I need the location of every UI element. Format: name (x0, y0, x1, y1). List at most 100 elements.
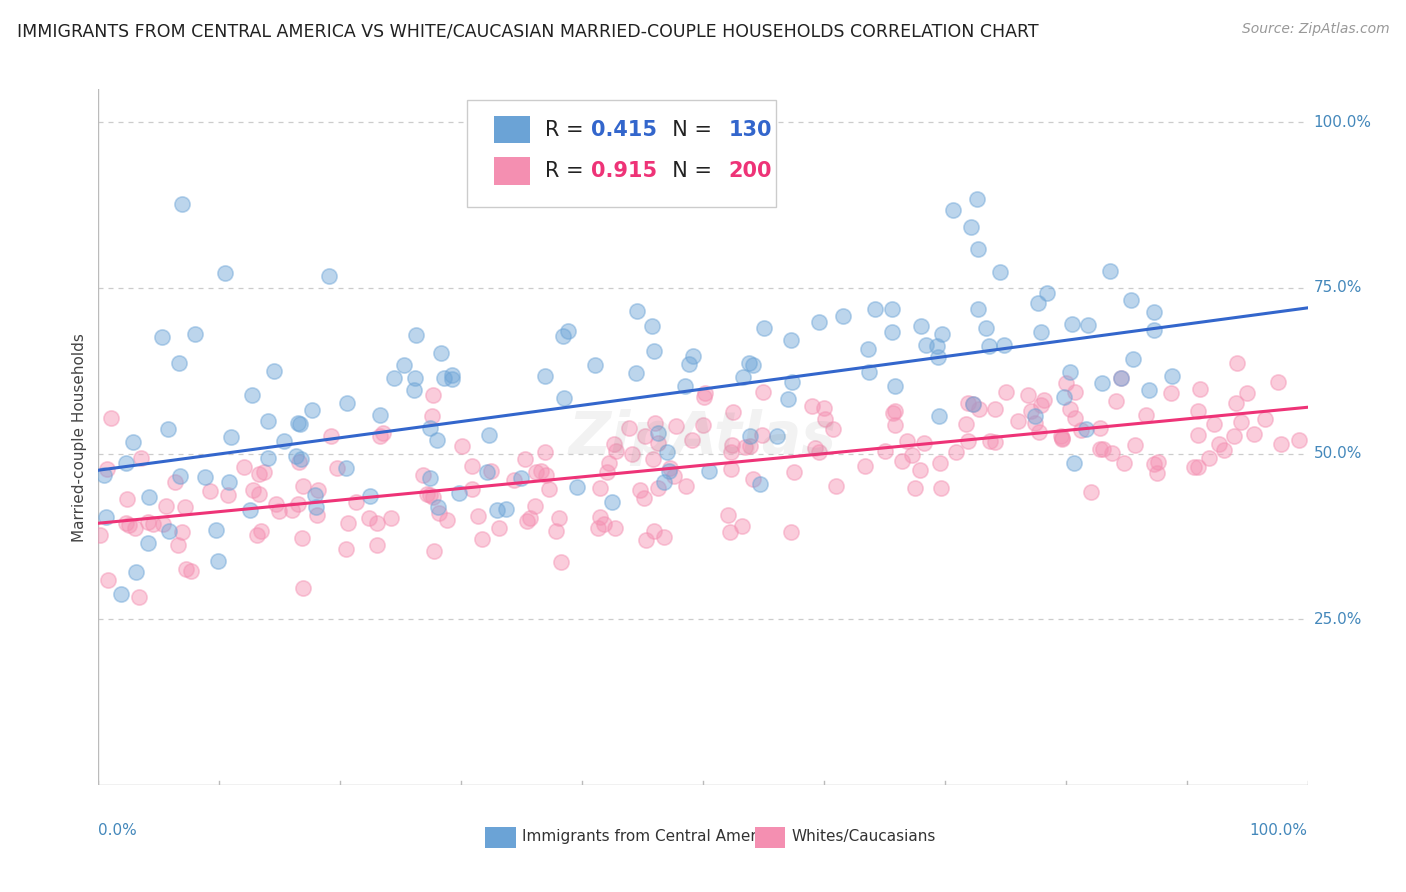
Point (1036, 285, 1059, 300)
Point (301, 403, 323, 417)
Point (1050, 431, 1073, 445)
Point (589, 509, 612, 524)
Point (402, 383, 425, 397)
Point (628, 483, 651, 498)
Point (124, 521, 146, 535)
Point (993, 337, 1015, 351)
Point (371, 425, 394, 440)
Point (598, 456, 620, 470)
Point (346, 495, 368, 509)
Point (882, 406, 904, 420)
Point (461, 482, 484, 496)
Point (617, 421, 640, 435)
Point (1109, 371, 1132, 385)
Point (603, 521, 626, 535)
Point (214, 266, 236, 280)
Point (1202, 417, 1225, 431)
Text: IMMIGRANTS FROM CENTRAL AMERICA VS WHITE/CAUCASIAN MARRIED-COUPLE HOUSEHOLDS COR: IMMIGRANTS FROM CENTRAL AMERICA VS WHITE… (17, 22, 1039, 40)
Point (287, 455, 309, 469)
Point (250, 524, 273, 539)
Point (1053, 390, 1076, 404)
Point (1187, 428, 1209, 442)
Point (720, 462, 742, 476)
Text: N =: N = (659, 161, 718, 181)
Point (115, 456, 138, 470)
Text: 0.415: 0.415 (591, 120, 657, 139)
Point (219, 430, 242, 444)
Text: 0.915: 0.915 (591, 161, 657, 181)
Point (832, 310, 855, 324)
Point (807, 444, 830, 458)
Point (336, 516, 359, 530)
Point (422, 388, 444, 402)
Point (931, 326, 953, 341)
Point (150, 330, 173, 344)
Point (586, 521, 609, 535)
Point (97, 573, 120, 587)
Point (738, 429, 761, 443)
Point (1109, 371, 1132, 385)
Point (1147, 455, 1170, 469)
Point (534, 445, 557, 459)
Point (167, 356, 190, 370)
Point (748, 477, 770, 491)
Point (382, 371, 405, 385)
Point (125, 565, 148, 579)
Point (292, 581, 315, 595)
Text: Immigrants from Central America: Immigrants from Central America (522, 829, 779, 844)
Point (1064, 410, 1087, 425)
Point (305, 508, 328, 523)
Point (1059, 365, 1081, 379)
Point (858, 365, 880, 379)
Point (536, 467, 558, 482)
Point (974, 321, 997, 335)
Point (1230, 415, 1253, 429)
Point (291, 479, 314, 493)
Point (967, 402, 990, 417)
Point (693, 390, 716, 404)
Point (138, 490, 160, 504)
Point (287, 417, 309, 431)
Text: 130: 130 (728, 120, 772, 139)
Point (174, 562, 197, 576)
Point (1161, 368, 1184, 383)
Point (515, 452, 537, 467)
Point (957, 434, 980, 448)
Point (477, 428, 499, 442)
Point (1267, 376, 1289, 390)
Point (1017, 387, 1039, 401)
Point (117, 518, 139, 533)
Point (93, 467, 115, 482)
Point (305, 500, 328, 514)
Point (595, 465, 617, 479)
Point (285, 450, 308, 464)
Point (557, 324, 579, 338)
Bar (494, 116, 530, 144)
Point (1101, 446, 1123, 460)
Point (281, 502, 304, 516)
Point (626, 304, 648, 318)
Point (882, 325, 904, 339)
Point (647, 436, 669, 450)
Point (1137, 383, 1160, 397)
Point (420, 409, 443, 423)
Text: N =: N = (659, 120, 718, 139)
Point (1187, 459, 1209, 474)
Point (621, 447, 644, 461)
Point (404, 371, 426, 385)
Point (1198, 450, 1220, 465)
Text: ZipAtlas: ZipAtlas (569, 409, 837, 466)
Point (1033, 392, 1056, 407)
Point (246, 528, 269, 542)
Point (405, 327, 427, 342)
Point (695, 385, 717, 400)
Point (801, 399, 824, 413)
Point (183, 326, 205, 341)
Point (984, 434, 1007, 449)
Point (194, 470, 217, 484)
Point (427, 506, 450, 520)
Point (336, 395, 359, 409)
Point (1184, 460, 1206, 475)
Point (121, 434, 143, 449)
Point (697, 464, 720, 478)
